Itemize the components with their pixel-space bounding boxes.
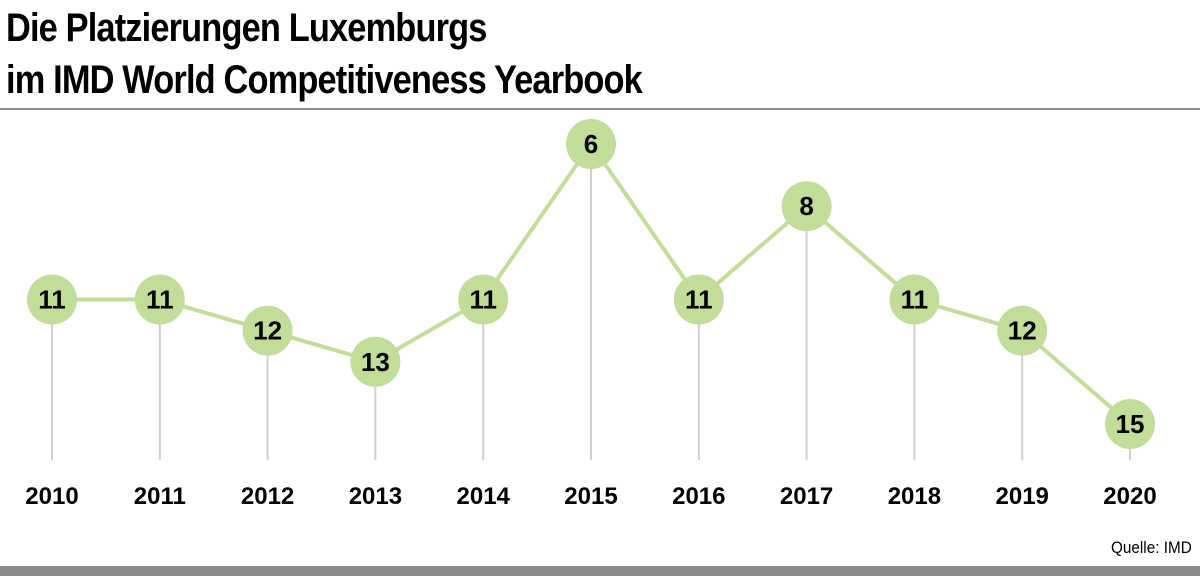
marker-2018 [889,274,940,325]
marker-2013 [350,336,401,387]
x-tick-label-2015: 2015 [564,483,617,510]
x-tick-label-2014: 2014 [457,483,511,510]
chart-title-line-2: im IMD World Competitiveness Yearbook [6,58,643,102]
marker-2019 [997,305,1048,356]
ranking-line-chart: 11 11 12 13 11 6 11 8 11 12 15 2010 2011 2012 2013 2014… [25,119,1157,510]
top-divider [0,108,1200,110]
x-tick-label-2018: 2018 [888,483,941,510]
data-label-2018: 11 [901,285,929,315]
source-note: Quelle: IMD [1111,538,1192,557]
data-label-2013: 13 [361,347,390,377]
data-label-2011: 11 [146,285,174,315]
data-label-2014: 11 [469,285,497,315]
x-tick-label-2017: 2017 [780,483,833,510]
chart-title: Die Platzierungen Luxemburgs im IMD Worl… [6,2,1196,106]
chart-title-line-1: Die Platzierungen Luxemburgs [6,6,487,50]
x-tick-label-2010: 2010 [25,483,78,510]
x-tick-label-2019: 2019 [996,483,1049,510]
data-label-2010: 11 [38,285,66,315]
marker-2016 [673,274,724,325]
marker-2015 [566,119,616,169]
x-tick-label-2016: 2016 [672,483,725,510]
marker-2020 [1105,399,1155,449]
data-label-2015: 6 [584,129,598,159]
x-tick-label-2013: 2013 [349,483,402,510]
data-label-2019: 12 [1008,316,1037,346]
x-tick-label-2011: 2011 [134,483,186,510]
marker-2011 [134,274,185,325]
data-label-2020: 15 [1116,409,1145,439]
marker-2017 [781,181,832,232]
bottom-divider [0,566,1200,576]
marker-2012 [242,305,293,356]
marker-2014 [458,274,509,325]
x-tick-label-2020: 2020 [1103,483,1156,510]
x-tick-label-2012: 2012 [241,483,294,510]
data-label-2016: 11 [685,285,713,315]
data-label-2012: 12 [253,316,282,346]
marker-2010 [27,274,77,325]
data-label-2017: 8 [799,191,813,221]
